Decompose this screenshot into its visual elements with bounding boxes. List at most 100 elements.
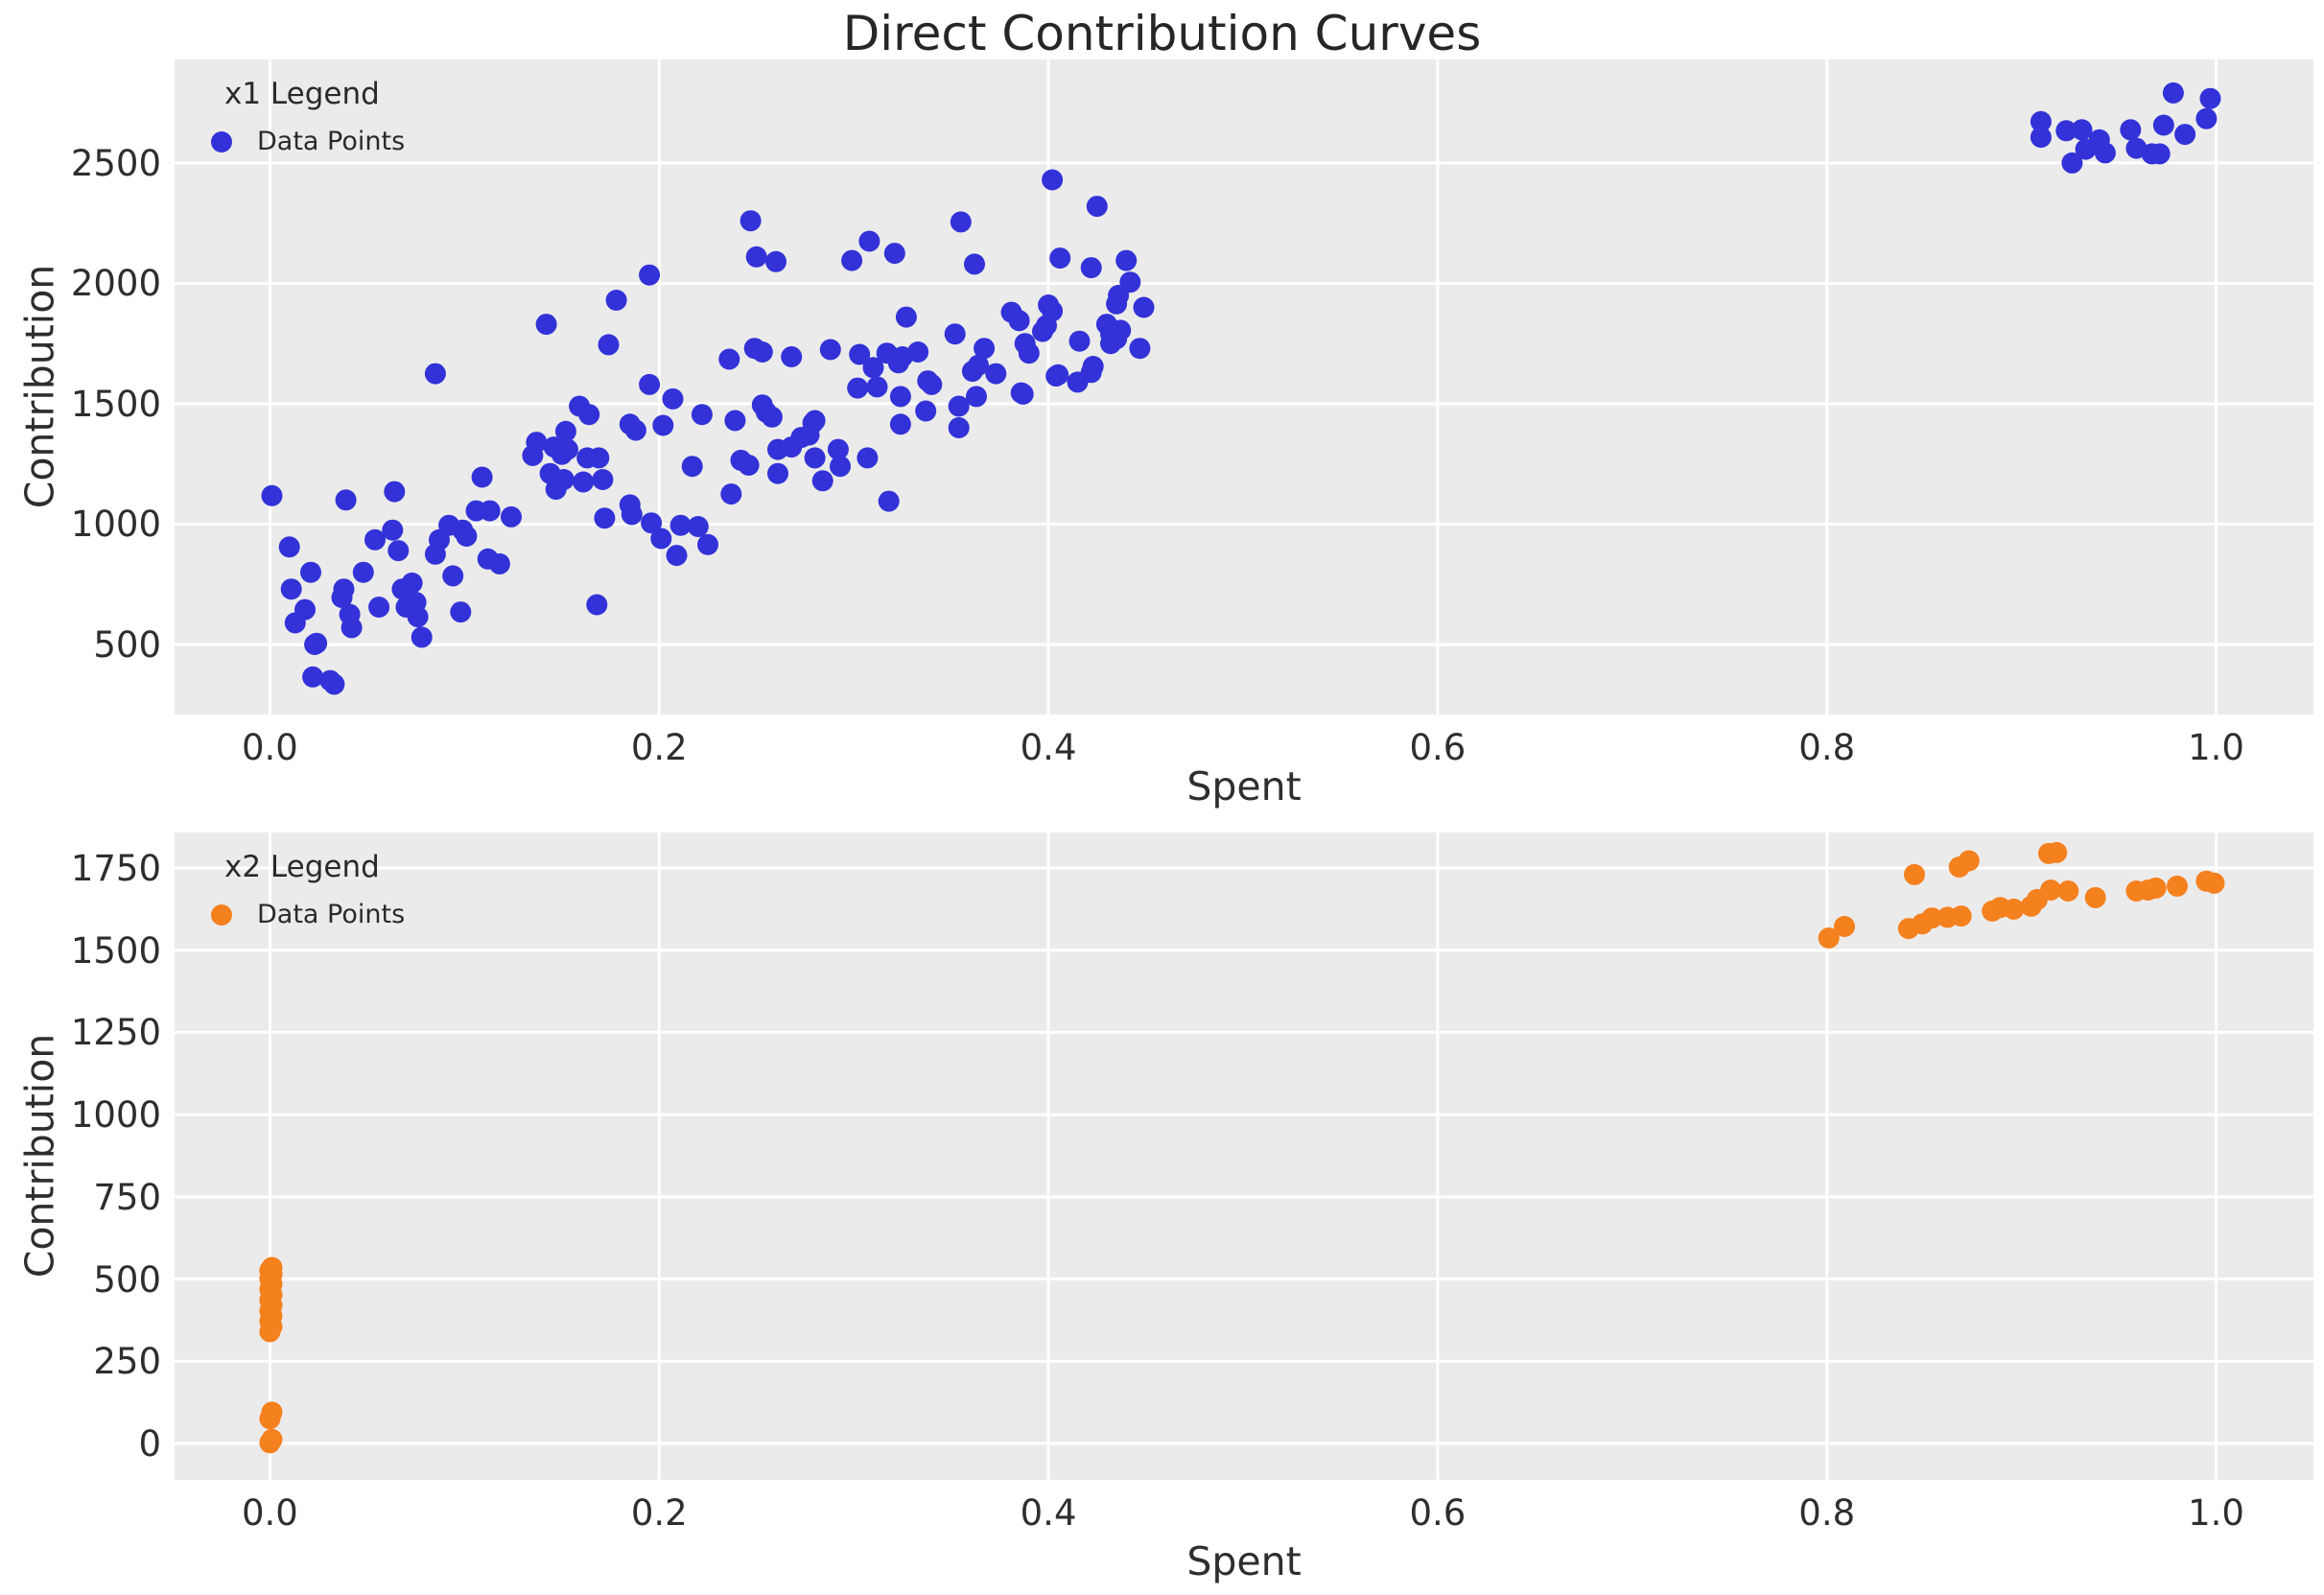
data-point bbox=[944, 323, 966, 345]
data-point bbox=[2199, 87, 2221, 109]
data-point bbox=[535, 314, 557, 336]
data-point bbox=[501, 505, 522, 528]
data-point bbox=[2167, 875, 2188, 897]
data-point bbox=[974, 338, 996, 360]
data-point bbox=[588, 447, 610, 469]
y-tick-label: 1000 bbox=[70, 1094, 161, 1137]
data-point bbox=[950, 211, 972, 233]
data-point bbox=[948, 417, 970, 438]
data-point bbox=[2195, 107, 2218, 129]
data-point bbox=[883, 243, 905, 265]
data-point bbox=[2148, 143, 2171, 165]
data-point bbox=[2057, 880, 2079, 902]
data-point bbox=[306, 632, 328, 654]
data-point bbox=[1042, 169, 1064, 191]
data-point bbox=[384, 481, 406, 503]
data-point bbox=[2040, 880, 2062, 901]
data-point bbox=[738, 455, 760, 476]
data-point bbox=[2030, 110, 2052, 132]
data-point bbox=[488, 552, 510, 575]
data-point bbox=[841, 249, 863, 271]
data-point bbox=[739, 210, 762, 232]
legend-top: x1 Legend Data Points bbox=[211, 77, 405, 156]
data-point bbox=[2055, 120, 2078, 142]
data-point bbox=[554, 420, 576, 442]
data-point bbox=[804, 410, 826, 432]
data-point bbox=[2003, 898, 2025, 920]
data-point bbox=[827, 438, 849, 460]
data-point bbox=[592, 469, 614, 490]
data-point bbox=[681, 456, 703, 478]
x-tick-label: 0.8 bbox=[1798, 1492, 1856, 1534]
y-tick-label: 500 bbox=[93, 1258, 161, 1301]
data-point bbox=[1018, 342, 1040, 364]
y-tick-label: 250 bbox=[93, 1341, 161, 1383]
y-tick-label: 2000 bbox=[70, 263, 161, 305]
x-tick-label: 0.4 bbox=[1020, 1492, 1077, 1534]
data-point bbox=[424, 363, 446, 385]
x-tick-label: 0.6 bbox=[1409, 1492, 1467, 1534]
data-point bbox=[751, 341, 773, 363]
data-point bbox=[968, 354, 989, 376]
data-point bbox=[624, 419, 646, 441]
data-point bbox=[2071, 119, 2093, 141]
data-point bbox=[819, 339, 841, 361]
data-point bbox=[2084, 886, 2106, 908]
y-tick-label: 1250 bbox=[70, 1012, 161, 1054]
legend-entry-label: Data Points bbox=[257, 900, 406, 929]
data-point bbox=[847, 377, 869, 399]
data-point bbox=[340, 617, 363, 639]
data-point bbox=[2152, 114, 2174, 136]
data-point bbox=[598, 334, 620, 356]
data-point bbox=[662, 387, 684, 410]
data-point bbox=[1086, 196, 1108, 218]
x-tick-label: 0.4 bbox=[1020, 727, 1077, 768]
data-point bbox=[1049, 247, 1071, 270]
data-point bbox=[261, 484, 283, 506]
data-point bbox=[1080, 257, 1102, 279]
data-point bbox=[921, 373, 943, 395]
data-point bbox=[1904, 863, 1925, 885]
data-point bbox=[830, 456, 851, 478]
data-point bbox=[479, 500, 501, 522]
data-point bbox=[586, 594, 608, 616]
data-point bbox=[966, 386, 987, 408]
data-point bbox=[594, 507, 616, 529]
scatter-canvas-top bbox=[175, 59, 2313, 715]
data-point bbox=[639, 373, 661, 395]
x-axis-label-bottom: Spent bbox=[1186, 1538, 1302, 1584]
data-point bbox=[382, 519, 404, 541]
data-point bbox=[401, 572, 423, 594]
data-point bbox=[556, 438, 578, 460]
data-point bbox=[2046, 841, 2068, 863]
data-point bbox=[2162, 82, 2184, 104]
data-point bbox=[280, 578, 302, 600]
data-point bbox=[1008, 310, 1030, 332]
data-point bbox=[745, 246, 767, 268]
x-tick-label: 0.0 bbox=[242, 1492, 298, 1534]
data-point bbox=[1115, 249, 1138, 271]
x-tick-label: 0.8 bbox=[1798, 727, 1856, 768]
data-point bbox=[278, 536, 300, 558]
legend-entry-label: Data Points bbox=[257, 127, 406, 156]
y-tick-label: 1000 bbox=[70, 504, 161, 546]
data-point bbox=[1129, 338, 1151, 360]
data-point bbox=[907, 341, 929, 363]
y-tick-label: 1500 bbox=[70, 383, 161, 425]
data-point bbox=[605, 290, 627, 311]
data-point bbox=[858, 230, 880, 252]
data-point bbox=[811, 470, 833, 492]
data-point bbox=[767, 462, 788, 484]
data-point bbox=[261, 1428, 283, 1450]
subplot-top: x1 Legend Data Points bbox=[175, 59, 2313, 715]
data-point bbox=[641, 512, 663, 534]
x-tick-label: 0.2 bbox=[630, 1492, 688, 1534]
data-point bbox=[261, 1401, 283, 1423]
data-point bbox=[1818, 927, 1840, 949]
data-point bbox=[948, 395, 970, 417]
data-point bbox=[573, 471, 595, 493]
data-point bbox=[1834, 916, 1855, 937]
data-point bbox=[302, 666, 324, 688]
data-point bbox=[335, 489, 357, 511]
